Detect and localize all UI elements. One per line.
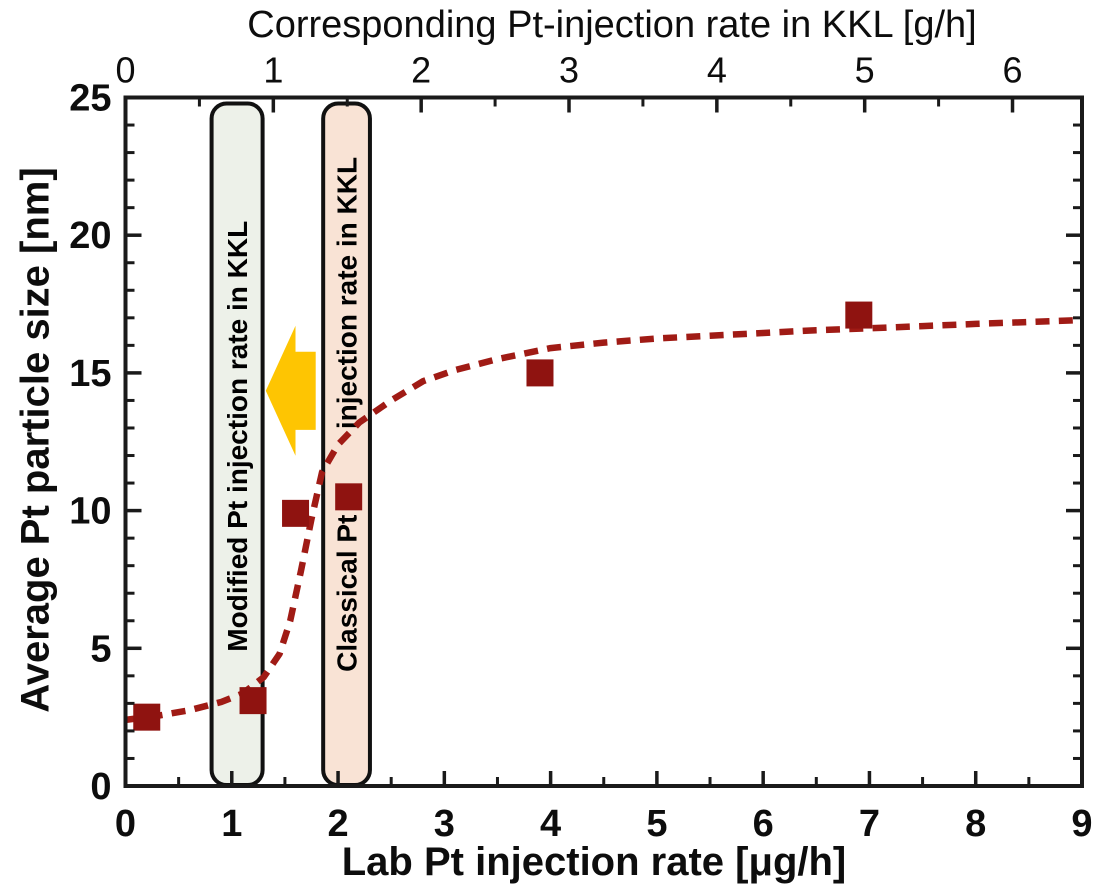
x-tick-label: 0 [115,803,136,845]
top-axis-title: Corresponding Pt-injection rate in KKL [… [247,4,977,46]
top-x-tick-label: 1 [263,50,283,91]
trend-curve [125,316,1083,724]
data-point [282,499,310,527]
top-x-tick-label: 5 [855,50,875,91]
data-point [133,703,161,731]
y-tick-label: 15 [69,353,111,395]
top-x-tick-label: 3 [559,50,579,91]
y-tick-label: 20 [69,215,111,257]
band-label-modified: Modified Pt injection rate in KKL [222,221,253,652]
x-tick-label: 4 [540,803,561,845]
x-tick-label: 3 [434,803,455,845]
x-tick-label: 2 [327,803,348,845]
top-x-tick-label: 6 [1003,50,1023,91]
band-label-classical: injection rate in KKL [332,157,363,429]
x-tick-label: 5 [646,803,667,845]
x-tick-label: 6 [753,803,774,845]
left-arrow [265,325,316,456]
y-tick-label: 10 [69,491,111,533]
data-point [845,301,873,329]
y-axis-title: Average Pt particle size [nm] [13,167,58,713]
top-x-tick-label: 2 [411,50,431,91]
data-point [335,483,363,511]
x-axis-title: Lab Pt injection rate [μg/h] [341,840,847,884]
x-tick-label: 1 [221,803,242,845]
y-tick-label: 5 [90,628,111,670]
y-tick-label: 0 [90,766,111,808]
top-x-tick-label: 0 [115,50,135,91]
data-point [526,359,554,387]
data-point [239,687,267,715]
x-tick-label: 8 [965,803,986,845]
top-x-tick-label: 4 [707,50,727,91]
x-tick-label: 9 [1071,803,1092,845]
y-tick-label: 25 [69,78,111,120]
plot-border [123,95,1084,788]
band-label-classical: Classical Pt [332,515,363,672]
x-tick-label: 7 [859,803,880,845]
